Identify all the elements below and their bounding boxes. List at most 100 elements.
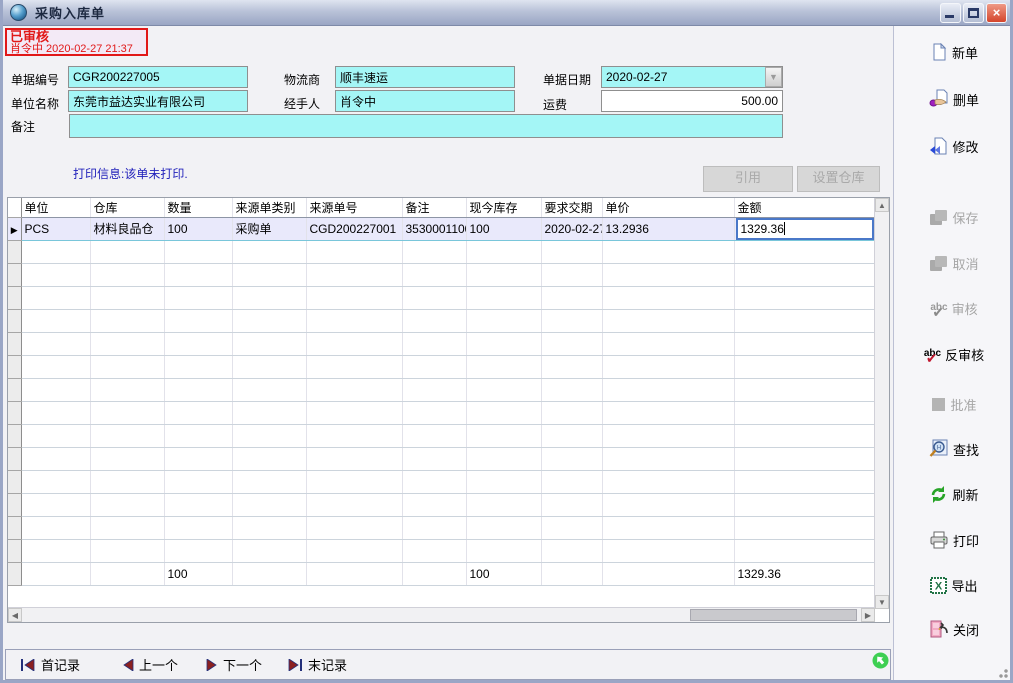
unit-name-input[interactable] [68, 90, 248, 112]
approve-icon [932, 397, 946, 411]
col-header-price[interactable]: 单价 [602, 198, 735, 218]
toolbar-button-find[interactable]: H 查找 [894, 436, 1010, 462]
unaudit-icon: abc ✔ [923, 348, 942, 366]
toolbar-button-close[interactable]: 关闭 [894, 616, 1010, 642]
horizontal-scrollbar-thumb[interactable] [690, 609, 857, 621]
table-row[interactable] [8, 447, 876, 471]
nav-item-label: 下一个 [223, 658, 263, 673]
doc-no-label: 单据编号 [11, 73, 60, 87]
toolbar-button-export[interactable]: X 导出 [894, 572, 1010, 598]
cell-source-type[interactable]: 采购单 [232, 217, 307, 241]
table-row[interactable] [8, 286, 876, 310]
nav-first-record[interactable]: 首记录 [20, 655, 80, 674]
amount-edit-input[interactable]: 1329.36 [735, 217, 874, 239]
select-all-corner[interactable] [8, 198, 22, 218]
logistics-input[interactable] [335, 66, 515, 88]
nav-next-record[interactable]: 下一个 [206, 655, 262, 674]
quote-button: 引用 [703, 166, 793, 192]
print-info-text: 打印信息:该单未打印. [73, 167, 188, 181]
col-header-stock[interactable]: 现今库存 [466, 198, 542, 218]
last-record-icon [288, 658, 302, 671]
svg-text:H: H [937, 446, 941, 452]
total-amount: 1329.36 [734, 562, 876, 586]
col-header-qty[interactable]: 数量 [164, 198, 233, 218]
doc-date-dropdown-button[interactable]: ▼ [765, 67, 782, 87]
col-header-unit[interactable]: 单位 [21, 198, 91, 218]
toolbar-button-edit[interactable]: 修改 [894, 133, 1010, 159]
cell-remark[interactable]: 3530001100 [402, 217, 467, 241]
toolbar-button-print[interactable]: 打印 [894, 527, 1010, 553]
handler-input[interactable] [335, 90, 515, 112]
next-record-icon [206, 658, 217, 671]
table-row[interactable]: ▶ PCS 材料良品仓 100 采购单 CGD200227001 3530001… [8, 217, 876, 241]
scroll-left-icon[interactable]: ◀ [8, 608, 22, 622]
toolbar-button-unaudit[interactable]: abc ✔ 反审核 [894, 341, 1010, 367]
toolbar-button-label: 打印 [952, 533, 979, 549]
col-header-amount[interactable]: 金额 [734, 198, 876, 218]
col-header-source-type[interactable]: 来源单类别 [232, 198, 307, 218]
freight-input[interactable] [601, 90, 783, 112]
table-row[interactable] [8, 378, 876, 402]
totals-row: 100 100 1329.36 [8, 562, 876, 586]
cell-source-no[interactable]: CGD200227001 [306, 217, 403, 241]
table-row[interactable] [8, 309, 876, 333]
chevron-down-icon: ▼ [769, 72, 778, 82]
new-doc-icon [933, 43, 947, 61]
vertical-scrollbar[interactable]: ▲ ▼ [874, 198, 889, 609]
maximize-button[interactable] [963, 3, 984, 23]
cell-unit[interactable]: PCS [21, 217, 91, 241]
toolbar-button-label: 刷新 [952, 487, 979, 503]
share-badge[interactable] [872, 652, 889, 674]
toolbar-button-label: 反审核 [945, 347, 985, 363]
remark-input[interactable] [69, 114, 783, 138]
svg-text:X: X [935, 580, 943, 592]
minimize-button[interactable] [940, 3, 961, 23]
grid-header-row: 单位 仓库 数量 来源单类别 来源单号 备注 现今库存 要求交期 单价 金额 [8, 198, 876, 218]
resize-grip[interactable] [996, 666, 1008, 678]
table-row[interactable] [8, 355, 876, 379]
toolbar-button-label: 保存 [952, 210, 979, 226]
refresh-icon [932, 485, 946, 503]
nav-last-record[interactable]: 末记录 [287, 655, 347, 674]
table-row[interactable] [8, 401, 876, 425]
cell-qty[interactable]: 100 [164, 217, 233, 241]
table-row[interactable] [8, 470, 876, 494]
col-header-due-date[interactable]: 要求交期 [541, 198, 603, 218]
toolbar-button-new[interactable]: 新单 [894, 39, 1010, 65]
logistics-label: 物流商 [284, 73, 321, 87]
cell-warehouse[interactable]: 材料良品仓 [90, 217, 165, 241]
scroll-down-icon[interactable]: ▼ [875, 595, 889, 609]
toolbar-button-save: 保存 [894, 204, 1010, 230]
toolbar-button-delete[interactable]: 删单 [894, 86, 1010, 112]
print-icon [930, 531, 948, 549]
unit-name-label: 单位名称 [11, 97, 60, 111]
table-row[interactable] [8, 424, 876, 448]
scroll-up-icon[interactable]: ▲ [875, 198, 889, 212]
table-row[interactable] [8, 493, 876, 517]
cell-price[interactable]: 13.2936 [602, 217, 735, 241]
table-row[interactable] [8, 240, 876, 264]
export-icon: X [930, 576, 948, 594]
doc-date-combo[interactable] [601, 66, 783, 88]
cell-stock[interactable]: 100 [466, 217, 542, 241]
total-stock: 100 [466, 562, 542, 586]
table-row[interactable] [8, 516, 876, 540]
col-header-source-no[interactable]: 来源单号 [306, 198, 403, 218]
toolbar-button-label: 导出 [951, 578, 978, 594]
current-row-selector[interactable]: ▶ [8, 217, 22, 241]
nav-previous-record[interactable]: 上一个 [122, 655, 178, 674]
col-header-warehouse[interactable]: 仓库 [90, 198, 165, 218]
toolbar-button-label: 审核 [951, 301, 978, 317]
horizontal-scrollbar[interactable]: ◀ ▶ [8, 607, 875, 622]
toolbar-button-refresh[interactable]: 刷新 [894, 481, 1010, 507]
table-row[interactable] [8, 332, 876, 356]
close-button[interactable]: × [986, 3, 1007, 23]
doc-no-input[interactable] [68, 66, 248, 88]
freight-label: 运费 [543, 98, 568, 112]
cell-due-date[interactable]: 2020-02-27 [541, 217, 603, 241]
col-header-remark[interactable]: 备注 [402, 198, 467, 218]
scroll-right-icon[interactable]: ▶ [861, 608, 875, 622]
table-row[interactable] [8, 539, 876, 563]
green-arrow-icon [872, 652, 889, 669]
table-row[interactable] [8, 263, 876, 287]
